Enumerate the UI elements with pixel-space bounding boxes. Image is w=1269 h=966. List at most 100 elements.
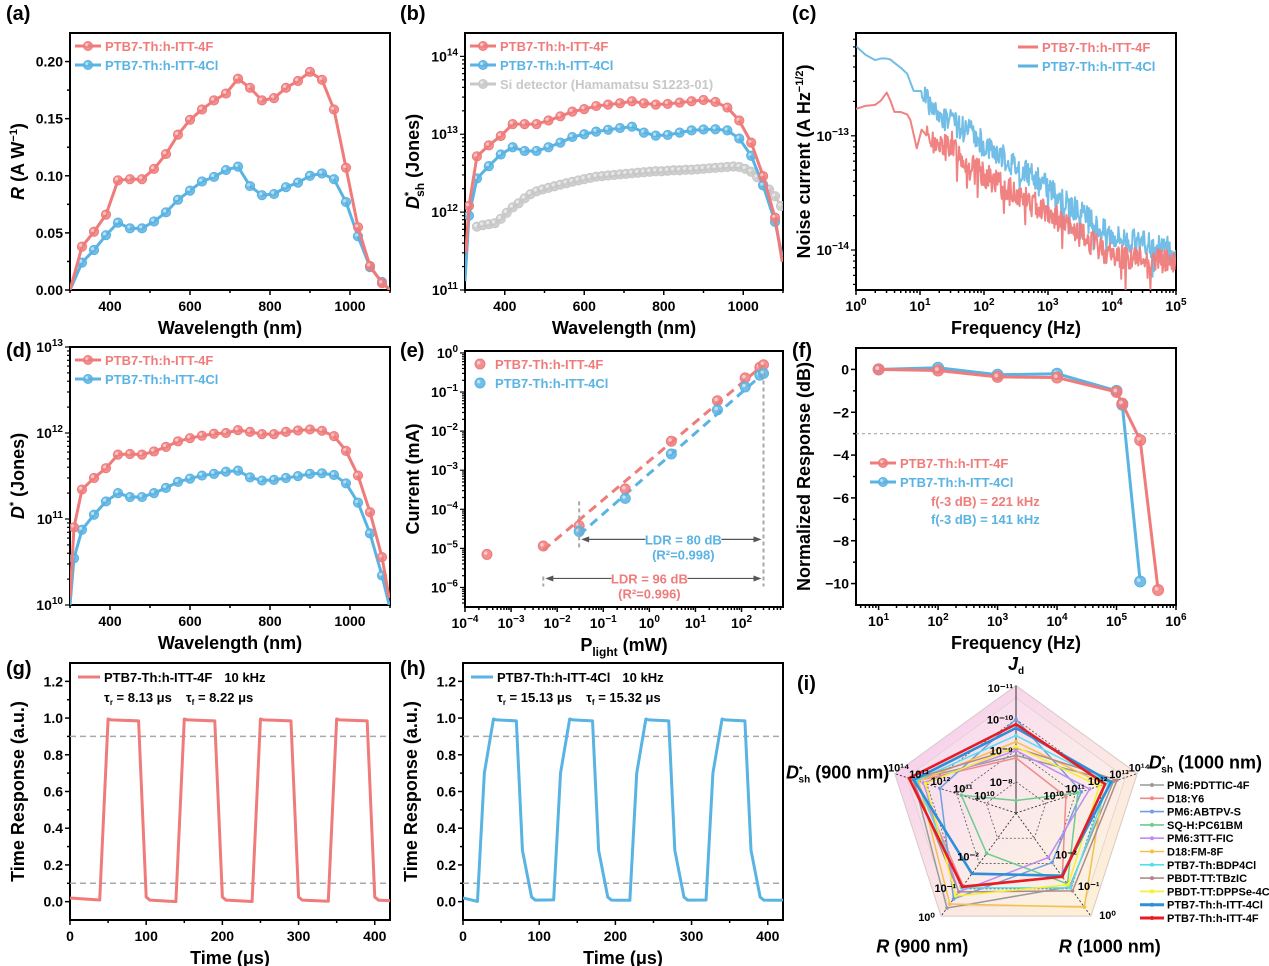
x-axis-label: Wavelength (nm) bbox=[158, 633, 302, 653]
data-point-highlight bbox=[742, 165, 746, 170]
data-point-highlight bbox=[551, 183, 555, 187]
data-point bbox=[507, 142, 518, 153]
radar-point bbox=[1070, 889, 1075, 893]
data-point-highlight bbox=[307, 470, 311, 475]
data-point bbox=[100, 230, 112, 241]
radar-tick-label: 10¹² bbox=[1088, 776, 1108, 788]
data-point-highlight bbox=[127, 176, 131, 180]
x-tick-label: 102 bbox=[731, 614, 753, 631]
radar-legend-marker bbox=[1150, 796, 1154, 801]
data-point bbox=[208, 171, 220, 183]
data-point-highlight bbox=[343, 447, 347, 452]
data-point bbox=[328, 469, 340, 481]
x-tick-label: 400 bbox=[363, 928, 387, 944]
data-point bbox=[579, 104, 590, 115]
legend-label: PTB7-Th:h-ITT-4Cl bbox=[105, 58, 218, 73]
radar-point bbox=[984, 851, 989, 856]
chart-panel-g: (g) 0 100 200 300 400 0.0 0.2 0.4 0.6 0.8 1.0 1.2 Tim… bbox=[6, 658, 391, 966]
data-point bbox=[340, 196, 352, 208]
data-point-highlight bbox=[199, 472, 203, 476]
data-point-highlight bbox=[85, 43, 89, 47]
data-point-highlight bbox=[476, 360, 481, 365]
x-tick-label: 400 bbox=[756, 928, 780, 944]
data-point-highlight bbox=[569, 134, 573, 138]
x-tick-label: 10−2 bbox=[544, 614, 571, 631]
data-point bbox=[88, 226, 100, 237]
data-point-highlight bbox=[479, 222, 484, 226]
data-point bbox=[112, 488, 124, 499]
legend-marker bbox=[478, 41, 488, 51]
data-point-highlight bbox=[79, 526, 83, 531]
x-tick-label: 10−4 bbox=[452, 614, 479, 631]
radar-tick-label: 10¹¹ bbox=[1065, 783, 1085, 795]
y-tick-label: 1014 bbox=[431, 47, 458, 64]
radar-point bbox=[1014, 756, 1018, 760]
data-point bbox=[711, 404, 723, 416]
data-point bbox=[722, 125, 733, 136]
data-point-highlight bbox=[480, 62, 484, 66]
data-point-highlight bbox=[736, 117, 740, 121]
data-point bbox=[268, 429, 280, 440]
data-point-highlight bbox=[199, 432, 203, 437]
data-point-highlight bbox=[521, 148, 525, 152]
label-bg bbox=[645, 530, 722, 548]
data-point bbox=[638, 98, 649, 109]
radar-series bbox=[907, 722, 1107, 889]
radar-tick-label: 10⁻¹ bbox=[1078, 881, 1100, 893]
data-point bbox=[184, 473, 196, 484]
legend-label: PTB7-Th:h-ITT-4Cl bbox=[900, 475, 1013, 490]
data-point-highlight bbox=[139, 225, 143, 229]
data-point bbox=[758, 171, 769, 182]
y-tick-label: 0.8 bbox=[437, 747, 457, 763]
radar-legend-label: PM6:PDTTIC-4F bbox=[1167, 780, 1250, 792]
data-point-highlight bbox=[139, 451, 143, 455]
radar-tick-label: 10⁻¹¹ bbox=[988, 683, 1014, 695]
data-point-highlight bbox=[581, 176, 585, 180]
data-point bbox=[280, 426, 292, 437]
y-tick-label: 0 bbox=[841, 361, 849, 377]
data-point-highlight bbox=[640, 129, 645, 133]
data-point-highlight bbox=[748, 139, 752, 143]
legend-marker bbox=[878, 458, 888, 468]
data-point bbox=[292, 75, 304, 87]
legend-marker bbox=[474, 377, 486, 389]
radar-point bbox=[1060, 875, 1064, 879]
data-point-highlight bbox=[355, 472, 359, 476]
data-point bbox=[638, 127, 649, 138]
radar-point bbox=[1111, 779, 1116, 784]
x-tick-label: 10−3 bbox=[498, 614, 525, 631]
data-point-highlight bbox=[668, 438, 672, 442]
data-point-highlight bbox=[497, 215, 502, 220]
radar-series bbox=[917, 740, 1105, 908]
y-tick-label: 10−1 bbox=[431, 383, 458, 400]
radar-point bbox=[907, 776, 911, 780]
y-tick-label: 1.2 bbox=[44, 673, 64, 689]
data-point bbox=[304, 468, 316, 479]
x-axis-label: Wavelength (nm) bbox=[158, 318, 302, 338]
data-point bbox=[603, 99, 614, 110]
data-point bbox=[100, 463, 112, 474]
data-point-highlight bbox=[724, 164, 728, 168]
radar-axis bbox=[1015, 812, 1092, 917]
radar-legend-label: PBDT-TT:TBzIC bbox=[1167, 873, 1247, 885]
series-line bbox=[878, 367, 1160, 591]
data-point-highlight bbox=[79, 259, 83, 263]
data-point bbox=[591, 126, 602, 137]
data-point-highlight bbox=[587, 174, 591, 179]
x-tick-label: 1000 bbox=[334, 298, 365, 314]
data-point-highlight bbox=[533, 148, 537, 152]
y-tick-label: 0.6 bbox=[437, 784, 457, 800]
data-point-highlight bbox=[199, 106, 203, 110]
data-point-highlight bbox=[151, 218, 155, 222]
data-point bbox=[769, 212, 781, 223]
data-point-highlight bbox=[875, 366, 880, 371]
x-axis-label: Time (μs) bbox=[190, 948, 270, 966]
legend-label: PTB7-Th:h-ITT-4Cl bbox=[1042, 59, 1155, 74]
x-tick-label: 102 bbox=[928, 612, 950, 629]
x-tick-label: 103 bbox=[987, 612, 1009, 629]
data-point-highlight bbox=[91, 247, 95, 251]
data-point-highlight bbox=[175, 438, 179, 442]
y-tick-label: −6 bbox=[833, 490, 849, 506]
arrow-head bbox=[545, 575, 554, 582]
legend-marker bbox=[478, 79, 488, 89]
